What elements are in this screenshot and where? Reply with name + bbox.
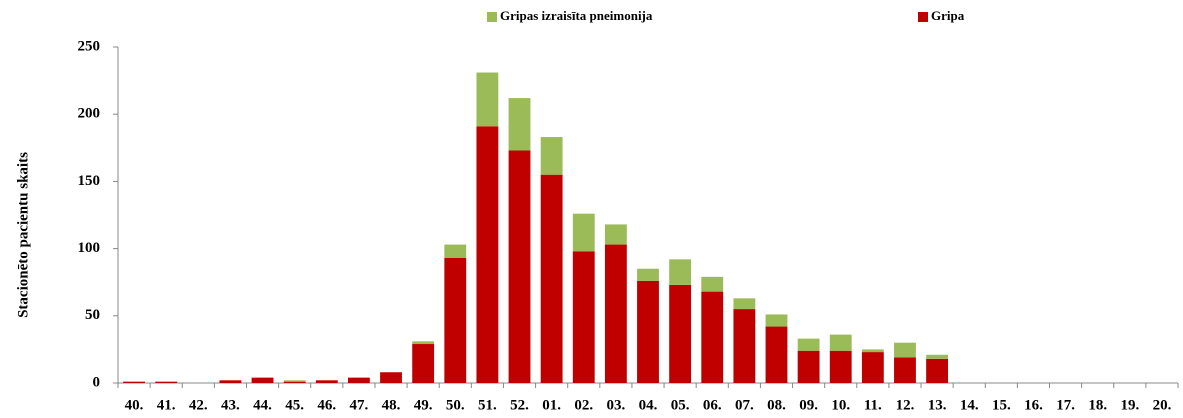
bar: [476, 126, 499, 384]
bar: [155, 381, 178, 383]
y-tick-label: 200: [78, 106, 101, 122]
x-tick-label: 51.: [478, 397, 497, 413]
bar: [572, 213, 595, 252]
bar: [861, 352, 884, 383]
bar: [508, 150, 531, 383]
bar: [540, 174, 563, 383]
legend-swatch: [487, 12, 497, 22]
x-tick-label: 50.: [446, 397, 465, 413]
bar: [476, 72, 499, 127]
y-tick-label: 50: [85, 307, 100, 323]
x-tick-label: 48.: [382, 397, 401, 413]
bar: [829, 334, 852, 351]
x-tick-label: 17.: [1056, 397, 1075, 413]
x-tick-label: 10.: [831, 397, 850, 413]
bar: [412, 341, 435, 345]
bar: [444, 244, 467, 259]
bar: [412, 344, 435, 383]
y-tick-label: 100: [78, 240, 101, 256]
x-tick-label: 43.: [221, 397, 240, 413]
bar: [926, 354, 949, 359]
y-axis-label: Stacionēto pacientu skaits: [15, 152, 31, 318]
x-tick-label: 06.: [703, 397, 722, 413]
x-tick-label: 44.: [253, 397, 272, 413]
x-tick-label: 19.: [1120, 397, 1139, 413]
bar: [315, 380, 338, 383]
bar: [604, 244, 627, 383]
x-tick-label: 14.: [960, 397, 979, 413]
bar: [219, 380, 242, 383]
x-tick-label: 05.: [671, 397, 690, 413]
x-tick-label: 20.: [1153, 397, 1172, 413]
legend-label: Gripa: [931, 8, 965, 23]
bar: [251, 377, 274, 383]
bar: [123, 381, 145, 383]
x-tick-label: 47.: [350, 397, 369, 413]
x-tick-label: 09.: [799, 397, 818, 413]
bar: [444, 258, 467, 383]
bar: [765, 326, 788, 383]
x-tick-label: 08.: [767, 397, 786, 413]
x-tick-label: 03.: [607, 397, 626, 413]
bar: [797, 338, 820, 351]
x-tick-label: 41.: [157, 397, 176, 413]
bar: [380, 372, 402, 383]
bar: [637, 268, 659, 281]
x-tick-label: 45.: [285, 397, 304, 413]
x-tick-label: 11.: [864, 397, 882, 413]
x-tick-label: 15.: [992, 397, 1011, 413]
x-tick-label: 16.: [1024, 397, 1043, 413]
bar: [669, 259, 692, 285]
bar: [604, 224, 627, 245]
bar: [861, 349, 884, 353]
x-tick-label: 40.: [125, 397, 144, 413]
bar: [347, 377, 370, 383]
x-tick-label: 07.: [735, 397, 754, 413]
bar: [637, 280, 659, 383]
y-tick-label: 250: [78, 38, 101, 54]
y-tick-label: 0: [93, 374, 101, 390]
bar: [829, 350, 852, 383]
bar: [733, 309, 756, 383]
bar: [669, 284, 692, 383]
bar: [765, 314, 788, 327]
x-tick-label: 52.: [510, 397, 529, 413]
bar: [572, 251, 595, 383]
y-tick-label: 150: [78, 173, 101, 189]
x-tick-label: 02.: [574, 397, 593, 413]
bar: [283, 380, 306, 382]
x-tick-label: 13.: [928, 397, 947, 413]
bar: [894, 357, 916, 383]
bar: [894, 342, 916, 358]
legend-label: Gripas izraisīta pneimonija: [500, 8, 653, 23]
bar: [508, 98, 531, 151]
x-tick-label: 49.: [414, 397, 433, 413]
x-tick-label: 04.: [639, 397, 658, 413]
x-tick-label: 18.: [1088, 397, 1107, 413]
bar: [701, 291, 724, 383]
bar: [926, 358, 949, 383]
x-tick-label: 01.: [542, 397, 561, 413]
bar: [701, 276, 724, 292]
x-tick-label: 42.: [189, 397, 208, 413]
bar: [797, 350, 820, 383]
x-tick-label: 12.: [896, 397, 915, 413]
bar: [540, 137, 563, 175]
x-tick-label: 46.: [317, 397, 336, 413]
bar: [733, 298, 756, 310]
legend-swatch: [918, 12, 928, 22]
bar: [283, 381, 306, 383]
